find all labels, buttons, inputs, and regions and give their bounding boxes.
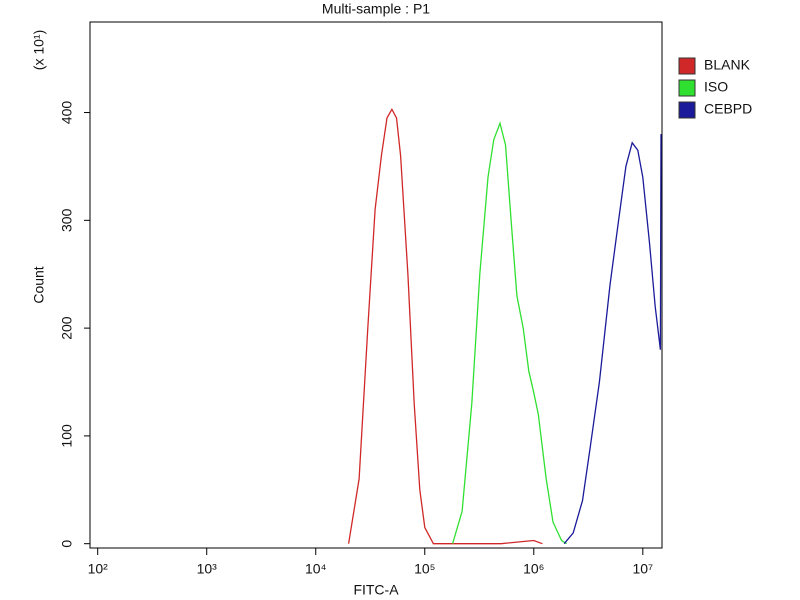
y-axis-label: Count	[31, 266, 47, 303]
y-tick-label: 400	[59, 101, 75, 125]
x-tick-label: 10⁷	[632, 561, 653, 577]
x-tick-label: 10³	[197, 561, 218, 577]
x-tick-label: 10⁵	[414, 561, 435, 577]
plot-frame	[89, 21, 663, 549]
x-tick-label: 10²	[88, 561, 109, 577]
legend-swatch	[678, 57, 696, 75]
y-tick-label: 200	[59, 316, 75, 340]
x-tick-label: 10⁴	[305, 561, 327, 577]
legend-label: BLANK	[704, 57, 751, 73]
series-line	[563, 134, 662, 545]
y-tick-label: 300	[59, 208, 75, 232]
chart-title: Multi-sample : P1	[322, 1, 430, 17]
legend-swatch	[678, 101, 696, 119]
y-unit-label: (x 10¹)	[31, 30, 47, 70]
series-line	[451, 121, 567, 545]
series-line	[347, 107, 543, 545]
legend-label: ISO	[704, 79, 728, 95]
y-tick-label: 100	[59, 424, 75, 448]
legend-label: CEBPD	[704, 101, 752, 117]
x-axis-label: FITC-A	[353, 582, 399, 598]
x-tick-label: 10⁶	[523, 561, 544, 577]
y-tick-label: 0	[59, 540, 75, 548]
legend-swatch	[678, 79, 696, 97]
